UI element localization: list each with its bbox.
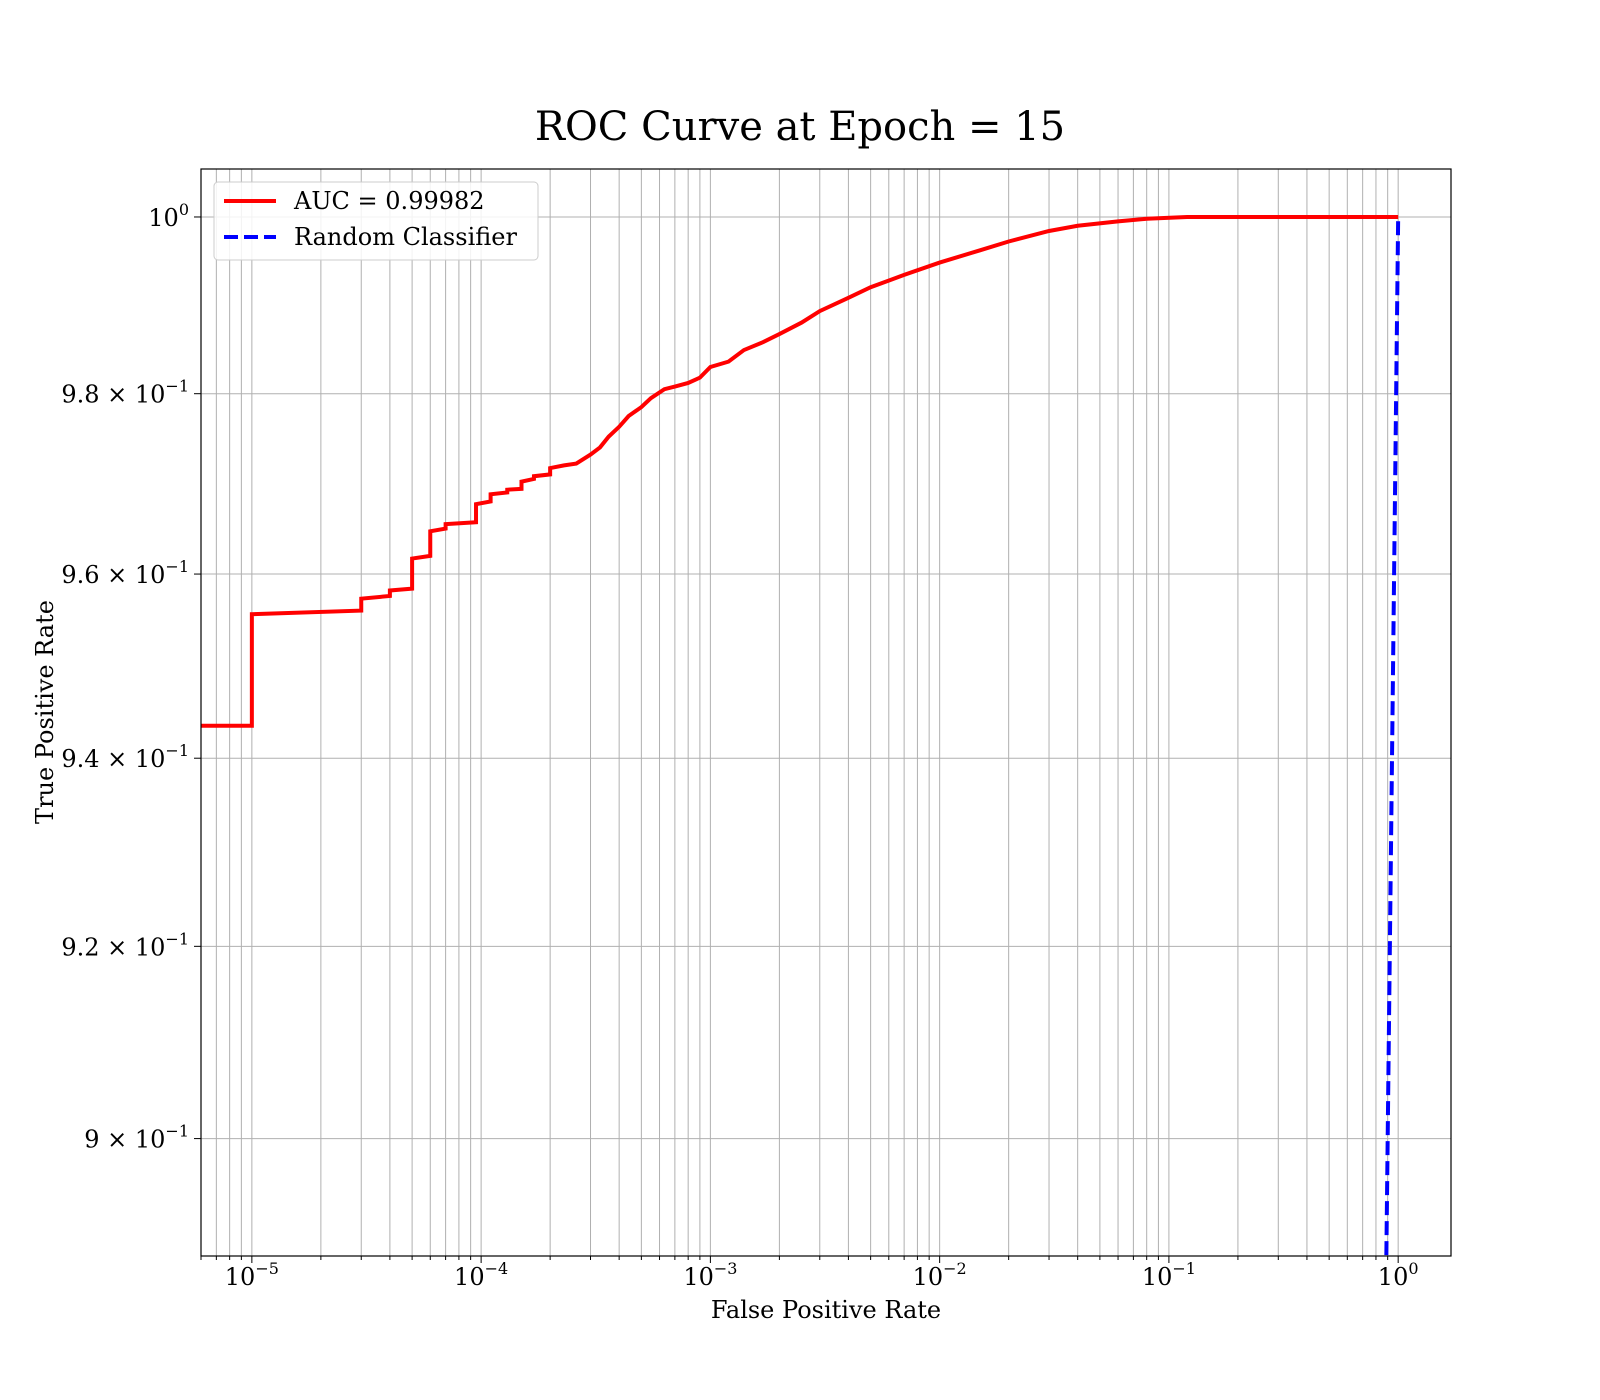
legend-box: [213, 181, 539, 261]
random-classifier-line: [1384, 216, 1401, 1256]
x-tick-label: 10−1: [1142, 1259, 1196, 1291]
x-tick-label: 100: [1378, 1259, 1419, 1291]
legend: AUC = 0.99982 Random Classifier: [213, 181, 539, 261]
x-axis-label: False Positive Rate: [711, 1296, 941, 1324]
y-tick-label: 9.2 × 10−1: [61, 929, 189, 961]
axis-ticks: [194, 216, 1399, 1263]
plot-frame: [200, 168, 1452, 1257]
roc-curve-line: [201, 214, 1399, 728]
legend-label-auc: AUC = 0.99982: [293, 187, 485, 215]
x-tick-labels: 10−5 10−4 10−3 10−2 10−1 100: [225, 1259, 1419, 1291]
y-tick-label: 9.6 × 10−1: [61, 557, 189, 589]
y-tick-label: 100: [148, 200, 189, 232]
x-tick-label: 10−4: [454, 1259, 508, 1291]
series-lines: [201, 214, 1401, 1256]
grid-lines: [200, 169, 1451, 1256]
x-tick-label: 10−3: [683, 1259, 737, 1291]
x-tick-label: 10−2: [913, 1259, 967, 1291]
x-tick-label: 10−5: [225, 1259, 279, 1291]
y-axis-label: True Positive Rate: [31, 600, 59, 824]
y-tick-label: 9.4 × 10−1: [61, 741, 189, 773]
legend-label-random: Random Classifier: [294, 223, 517, 251]
y-tick-label: 9 × 10−1: [84, 1122, 189, 1154]
y-tick-label: 9.8 × 10−1: [61, 377, 189, 409]
y-tick-labels: 9 × 10−1 9.2 × 10−1 9.4 × 10−1 9.6 × 10−1 9.…: [61, 200, 189, 1154]
chart-title: ROC Curve at Epoch = 15: [534, 104, 1066, 150]
